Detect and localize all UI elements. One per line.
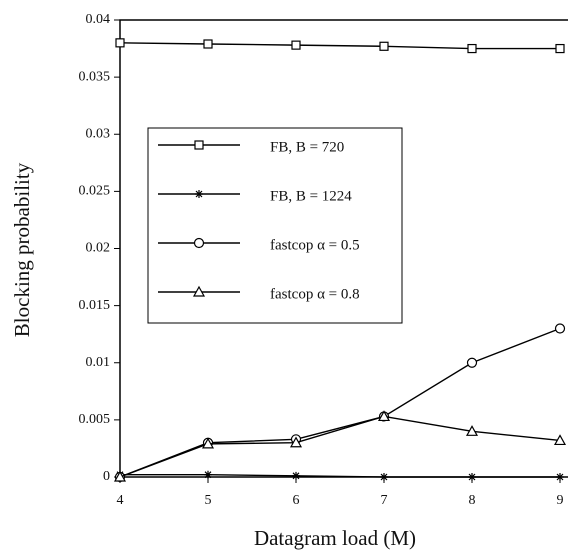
y-tick-label: 0.015 xyxy=(79,298,111,313)
x-tick-label: 5 xyxy=(205,493,212,508)
marker xyxy=(468,473,476,481)
legend-marker xyxy=(193,237,205,249)
y-tick-label: 0.03 xyxy=(86,126,111,141)
marker xyxy=(553,434,567,446)
legend-marker xyxy=(192,285,206,297)
x-tick-label: 4 xyxy=(117,493,124,508)
y-tick-label: 0.01 xyxy=(86,355,111,370)
x-axis-title: Datagram load (M) xyxy=(254,526,416,550)
legend-label: fastcop α = 0.8 xyxy=(270,286,360,302)
y-axis-title: Blocking probability xyxy=(10,162,34,337)
marker xyxy=(555,43,565,54)
x-tick-label: 9 xyxy=(557,493,564,508)
marker xyxy=(465,425,479,436)
marker xyxy=(289,436,303,448)
marker xyxy=(556,473,564,481)
legend-marker xyxy=(195,190,203,198)
series-line xyxy=(120,474,560,478)
marker xyxy=(466,357,478,368)
marker xyxy=(113,470,127,482)
y-tick-label: 0.04 xyxy=(86,12,111,27)
x-tick-label: 6 xyxy=(293,493,300,508)
marker xyxy=(204,470,212,479)
marker xyxy=(377,410,391,422)
marker xyxy=(467,43,477,54)
series-line xyxy=(119,42,560,50)
legend-box xyxy=(147,127,403,324)
x-tick-label: 8 xyxy=(469,493,476,508)
marker xyxy=(201,437,215,449)
y-tick-label: 0.025 xyxy=(79,184,111,199)
series-line xyxy=(119,327,561,478)
marker xyxy=(115,38,125,48)
legend-label: FB, B = 1224 xyxy=(270,188,352,204)
marker xyxy=(554,323,566,334)
marker xyxy=(292,471,300,480)
y-tick-label: 0 xyxy=(103,469,110,484)
legend-label: fastcop α = 0.5 xyxy=(270,237,360,253)
legend-label: FB, B = 720 xyxy=(270,139,344,155)
marker xyxy=(291,40,301,50)
marker xyxy=(379,41,389,51)
series-line xyxy=(119,415,561,478)
y-tick-label: 0.02 xyxy=(86,241,111,256)
marker xyxy=(203,39,213,49)
y-tick-label: 0.005 xyxy=(79,412,111,427)
legend-marker xyxy=(194,140,204,150)
y-tick-label: 0.035 xyxy=(79,69,111,84)
marker xyxy=(380,473,388,481)
x-tick-label: 7 xyxy=(381,493,388,508)
